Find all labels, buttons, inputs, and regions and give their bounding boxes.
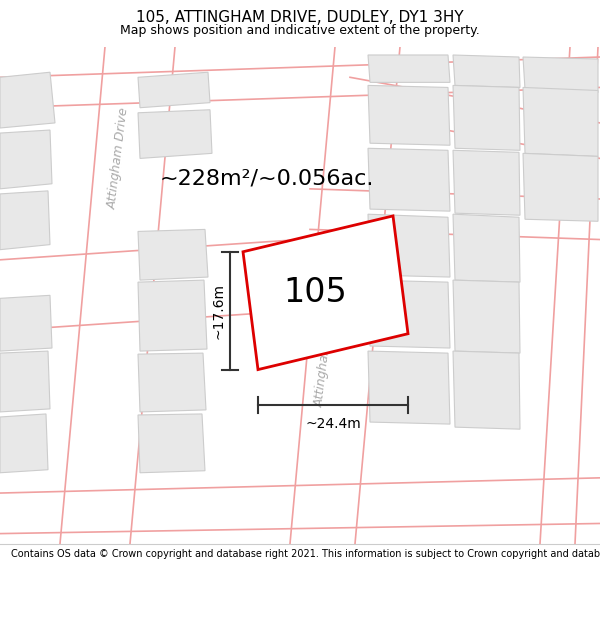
Polygon shape xyxy=(138,280,207,351)
Polygon shape xyxy=(0,351,50,412)
Text: Contains OS data © Crown copyright and database right 2021. This information is : Contains OS data © Crown copyright and d… xyxy=(11,549,600,559)
Polygon shape xyxy=(453,150,520,215)
Text: 105: 105 xyxy=(284,276,347,309)
Polygon shape xyxy=(138,72,210,107)
Polygon shape xyxy=(368,55,450,82)
Polygon shape xyxy=(368,148,450,211)
Polygon shape xyxy=(368,86,450,145)
Text: ~228m²/~0.056ac.: ~228m²/~0.056ac. xyxy=(160,169,374,189)
Polygon shape xyxy=(0,191,50,249)
Text: Map shows position and indicative extent of the property.: Map shows position and indicative extent… xyxy=(120,24,480,36)
Polygon shape xyxy=(368,351,450,424)
Text: 105, ATTINGHAM DRIVE, DUDLEY, DY1 3HY: 105, ATTINGHAM DRIVE, DUDLEY, DY1 3HY xyxy=(136,10,464,25)
Polygon shape xyxy=(453,86,520,150)
Polygon shape xyxy=(368,280,450,348)
Polygon shape xyxy=(0,130,52,189)
Polygon shape xyxy=(453,214,520,282)
Polygon shape xyxy=(523,88,598,156)
Polygon shape xyxy=(0,295,52,351)
Polygon shape xyxy=(138,110,212,158)
Text: Attingham Drive: Attingham Drive xyxy=(313,304,338,408)
Text: ~24.4m: ~24.4m xyxy=(305,418,361,431)
Polygon shape xyxy=(0,414,48,472)
Polygon shape xyxy=(243,216,408,369)
Text: Attingham Drive: Attingham Drive xyxy=(106,107,131,210)
Text: ~17.6m: ~17.6m xyxy=(211,282,225,339)
Polygon shape xyxy=(453,351,520,429)
Polygon shape xyxy=(138,414,205,472)
Polygon shape xyxy=(523,153,598,221)
Polygon shape xyxy=(368,214,450,277)
Polygon shape xyxy=(453,55,520,88)
Polygon shape xyxy=(138,229,208,280)
Polygon shape xyxy=(0,72,55,128)
Polygon shape xyxy=(523,57,598,92)
Polygon shape xyxy=(453,280,520,353)
Polygon shape xyxy=(138,353,206,412)
